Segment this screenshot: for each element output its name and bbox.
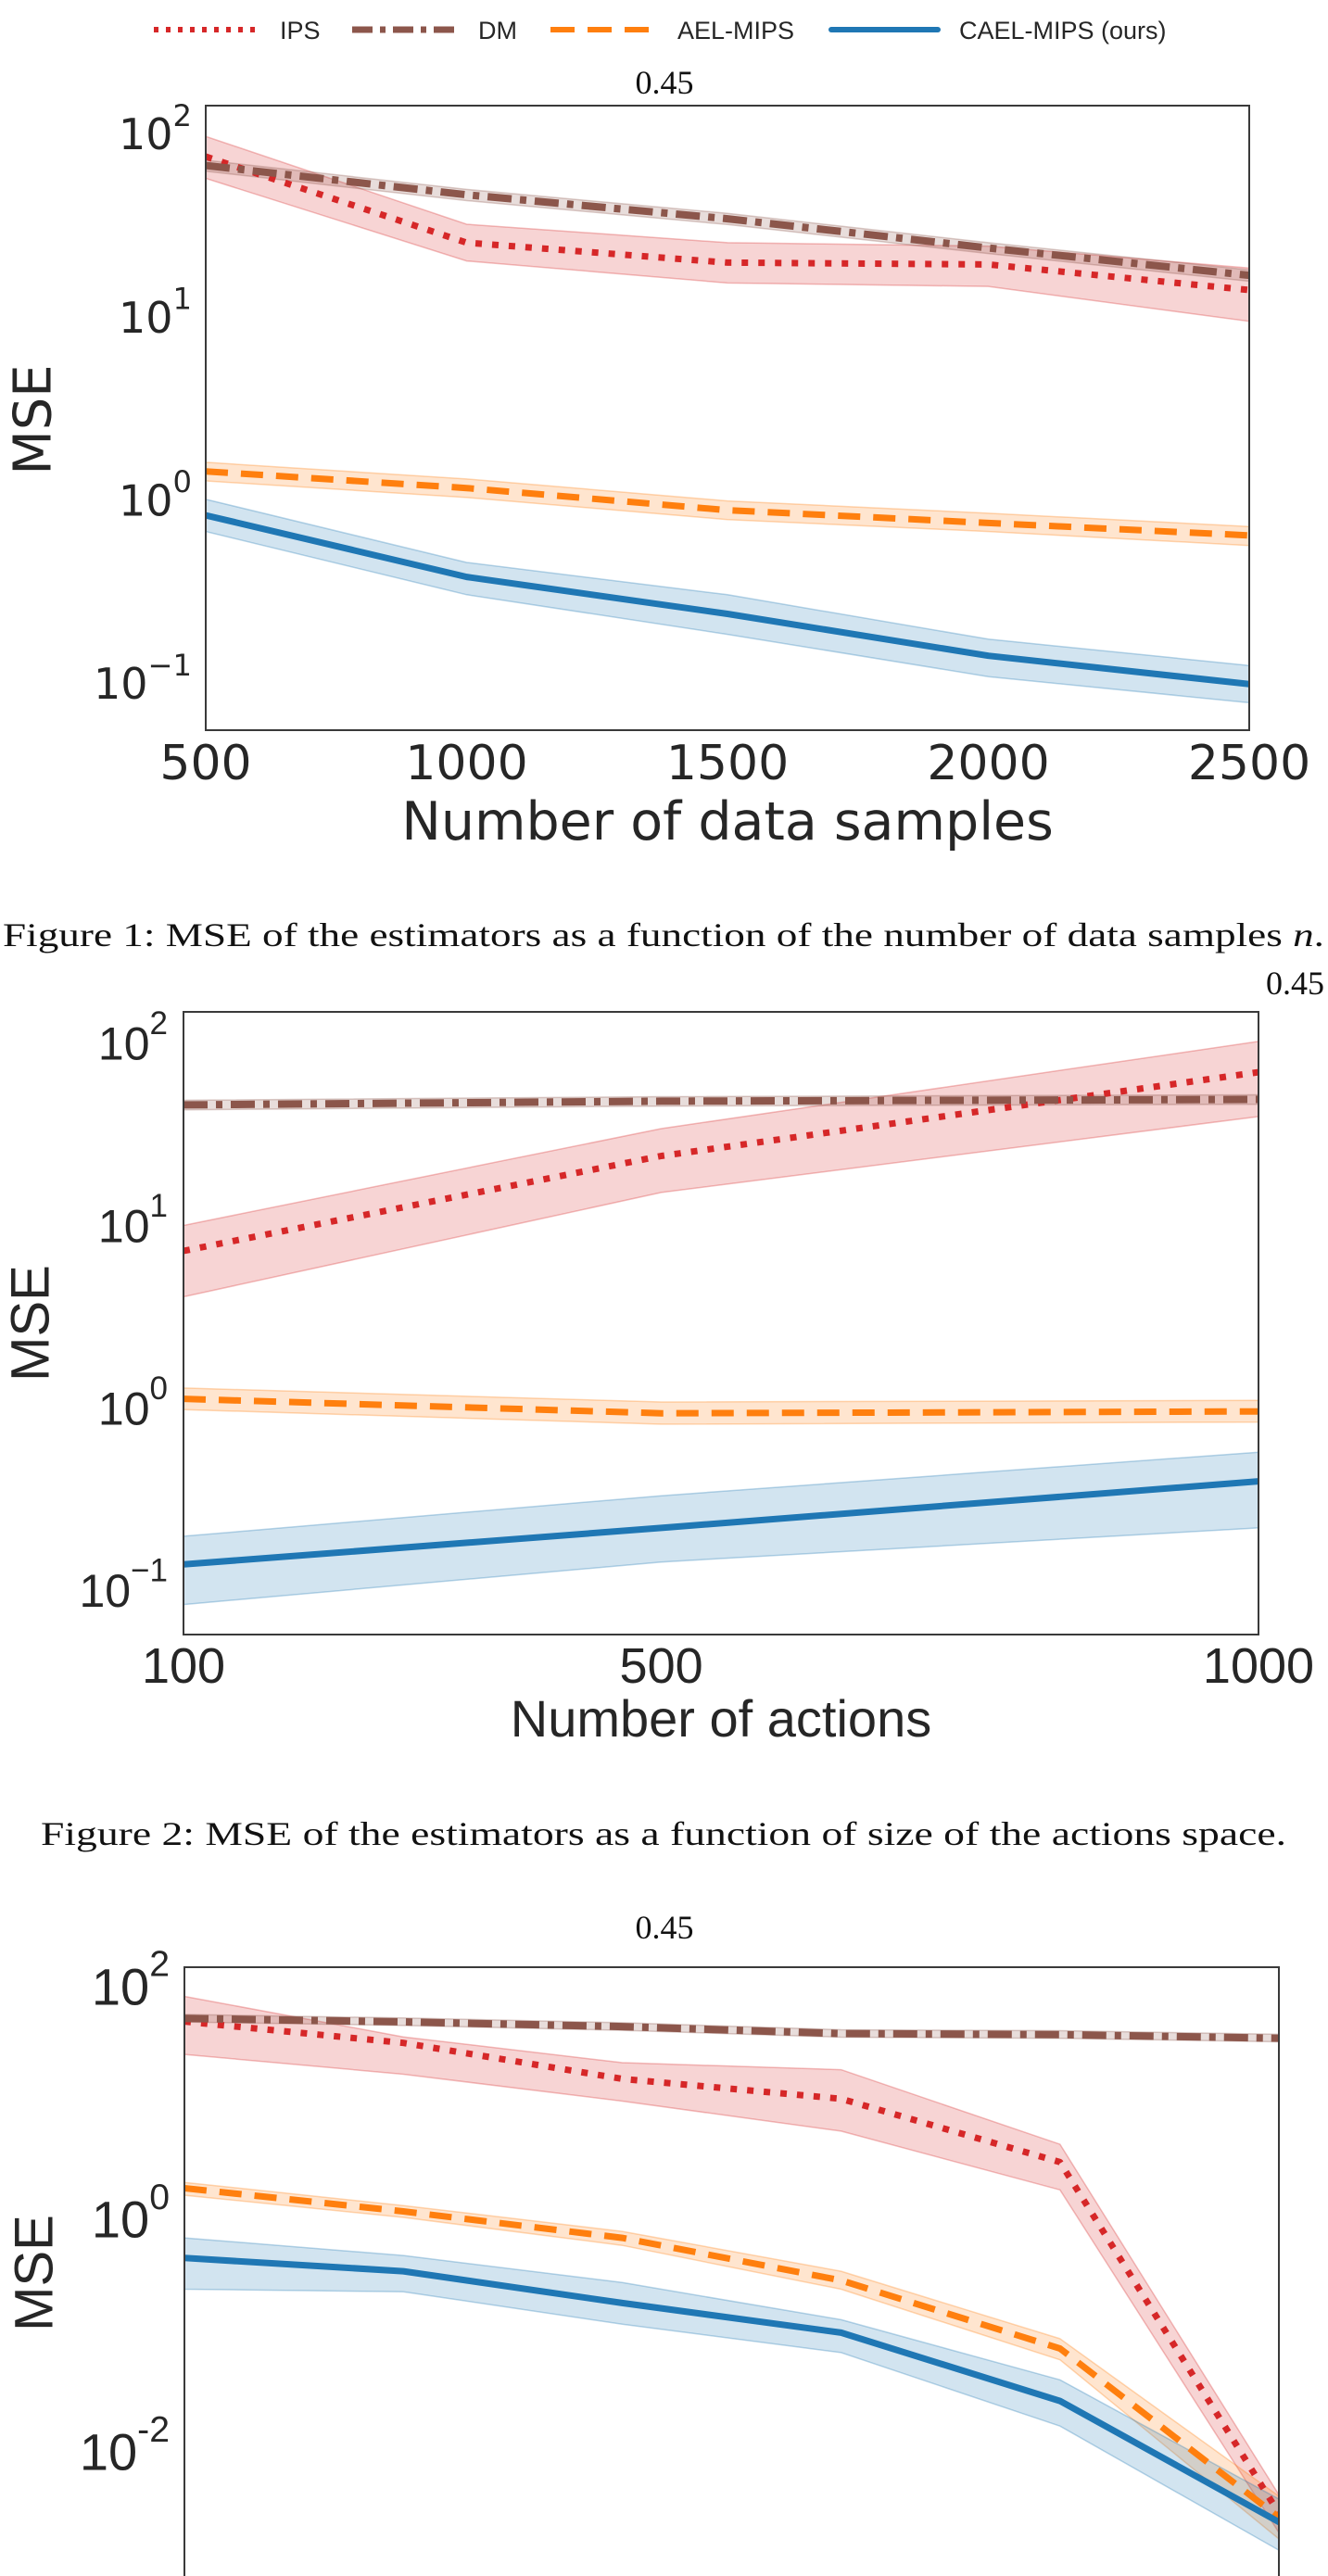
confidence-band-ips xyxy=(184,1995,1279,2534)
x-axis-label: Number of actions xyxy=(511,1689,931,1748)
y-tick-base: 10 xyxy=(119,475,173,525)
legend-label-dm: DM xyxy=(478,17,517,44)
axes-frame xyxy=(205,105,1250,731)
y-tick-base: 10 xyxy=(92,2191,149,2249)
y-tick-exponent: 1 xyxy=(173,282,192,317)
y-tick-label: 101 xyxy=(98,1188,168,1253)
y-axis-label: MSE xyxy=(4,364,64,474)
x-tick-label: 100 xyxy=(142,1638,225,1694)
legend-entry-ael-mips: AEL-MIPS xyxy=(550,17,794,44)
y-tick-exponent: 2 xyxy=(150,1005,168,1042)
plot-series xyxy=(183,1041,1258,1606)
y-tick-label: 101 xyxy=(119,282,192,343)
confidence-band-cael-mips xyxy=(206,499,1249,704)
y-tick-label: 100 xyxy=(119,464,192,525)
caption-variable: n xyxy=(1293,916,1314,953)
legend-label-ael-mips: AEL-MIPS xyxy=(677,17,794,44)
legend-entry-cael-mips: CAEL-MIPS (ours) xyxy=(828,17,1167,44)
confidence-band-ael-mips xyxy=(183,1387,1258,1425)
confidence-band-ips xyxy=(206,135,1249,322)
chart-title: 0.45 xyxy=(1266,965,1324,1002)
y-tick-exponent: −1 xyxy=(148,648,192,683)
axes-frame xyxy=(183,1011,1259,1635)
x-tick-label: 1500 xyxy=(666,736,789,791)
y-tick-base: 10 xyxy=(92,1957,149,2015)
x-tick-label: 1000 xyxy=(1203,1638,1314,1694)
y-tick-exponent: 2 xyxy=(173,98,192,133)
x-tick-label: 500 xyxy=(620,1638,703,1694)
legend-entry-ips: IPS xyxy=(154,17,321,44)
y-tick-base: 10 xyxy=(119,109,173,159)
caption-suffix: . xyxy=(1314,916,1324,953)
y-tick-base: 10 xyxy=(98,1201,150,1253)
y-tick-exponent: 2 xyxy=(149,1945,170,1985)
x-tick-label: 2500 xyxy=(1188,736,1310,791)
x-tick-label: 2000 xyxy=(927,736,1049,791)
series-line-dm xyxy=(184,2014,1279,2042)
y-tick-exponent: 0 xyxy=(149,2178,170,2217)
plot-series xyxy=(206,135,1249,704)
x-tick-label: 1000 xyxy=(405,736,527,791)
y-tick-label: 10−1 xyxy=(79,1553,168,1618)
y-axis-label: MSE xyxy=(1,1265,61,1382)
series-line-ips xyxy=(184,2018,1279,2516)
y-tick-label: 102 xyxy=(92,1945,170,2016)
caption-text: Figure 2: MSE of the estimators as a fun… xyxy=(41,1815,1286,1852)
y-tick-label: 100 xyxy=(98,1370,168,1435)
y-tick-exponent: 1 xyxy=(150,1188,168,1224)
confidence-band-ael-mips xyxy=(184,2181,1279,2540)
y-tick-exponent: −1 xyxy=(131,1553,168,1589)
axes-frame xyxy=(183,1966,1280,2576)
y-tick-label: 102 xyxy=(98,1005,168,1070)
y-tick-base: 10 xyxy=(79,1565,131,1617)
y-tick-base: 10 xyxy=(119,293,173,343)
confidence-band-ips xyxy=(183,1041,1258,1298)
y-tick-label: 102 xyxy=(119,98,192,159)
y-tick-label: 10−1 xyxy=(94,648,192,709)
confidence-band-cael-mips xyxy=(183,1451,1258,1606)
legend-label-ips: IPS xyxy=(280,17,321,44)
y-tick-base: 10 xyxy=(94,659,148,709)
y-tick-base: 10 xyxy=(98,1383,150,1434)
figure-1-caption: Figure 1: MSE of the estimators as a fun… xyxy=(3,916,1324,953)
legend-entry-dm: DM xyxy=(352,17,517,44)
y-tick-label: 10-2 xyxy=(80,2410,170,2481)
chart-title: 0.45 xyxy=(636,64,694,101)
x-axis-label: Number of data samples xyxy=(401,791,1054,852)
y-tick-base: 10 xyxy=(80,2423,137,2481)
y-tick-exponent: 0 xyxy=(150,1370,168,1407)
caption-text: Figure 1: MSE of the estimators as a fun… xyxy=(3,916,1293,953)
y-axis-label: MSE xyxy=(5,2215,65,2331)
y-tick-base: 10 xyxy=(98,1018,150,1070)
legend-label-cael-mips: CAEL-MIPS (ours) xyxy=(959,17,1167,44)
y-tick-exponent: 0 xyxy=(173,464,192,499)
x-tick-label: 500 xyxy=(159,736,251,791)
plot-area xyxy=(183,1012,1258,1635)
figure-2-caption: Figure 2: MSE of the estimators as a fun… xyxy=(41,1815,1286,1852)
series-line-cael-mips xyxy=(184,2254,1279,2526)
chart-title: 0.45 xyxy=(636,1909,694,1946)
series-line-ael-mips xyxy=(184,2185,1279,2520)
y-tick-exponent: -2 xyxy=(137,2410,170,2450)
plot-series xyxy=(184,1995,1279,2552)
legend: IPS DM AEL-MIPS CAEL-MIPS (ours) xyxy=(154,17,1167,44)
plot-area xyxy=(206,106,1249,730)
confidence-band-cael-mips xyxy=(184,2237,1279,2552)
y-tick-label: 100 xyxy=(92,2178,170,2249)
